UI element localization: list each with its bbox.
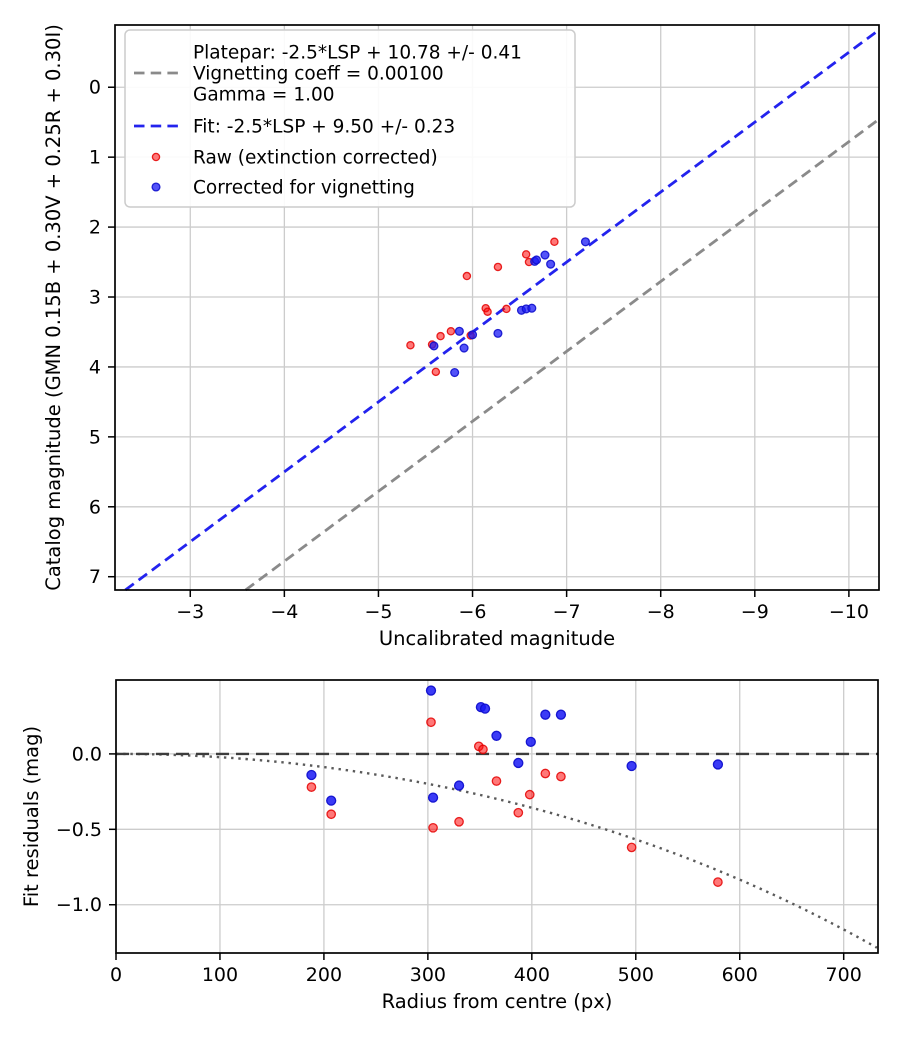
x-tick-label: −8 [647,601,675,623]
y-tick-label: 5 [89,426,101,448]
y-tick-label: 6 [89,496,101,518]
fit-residuals-plot: 0 100 200 300 400 500 600 700 0.0 −0.5 −1.0 Radius … [20,679,879,1013]
raw-point [446,327,456,336]
raw-point [524,789,535,800]
x-tick-label: 500 [618,964,654,986]
x-axis-label: Uncalibrated magnitude [379,627,615,650]
raw-point [556,771,566,782]
legend-label: Raw (extinction corrected) [193,148,438,169]
corrected-point [531,255,542,265]
corrected-point [626,760,637,772]
raw-point [426,717,436,728]
raw-point [428,822,438,833]
raw-point [406,341,415,350]
corrected-point [491,730,502,741]
fit-line [124,28,880,592]
y-tick-label: 3 [89,287,101,309]
x-tick-label: −6 [459,601,487,623]
y-tick-label: 1 [89,147,101,169]
legend: Platepar: -2.5*LSP + 10.78 +/- 0.41Vigne… [124,29,576,208]
legend-label: Vignetting coeff = 0.00100 [193,64,444,85]
legend-label: Fit: -2.5*LSP + 9.50 +/- 0.23 [193,117,455,138]
x-tick-label: 300 [410,964,446,986]
y-tick-label: 0.0 [72,743,102,765]
plot-border [114,24,880,591]
legend-label: Gamma = 1.00 [193,85,335,106]
corrected-point [580,237,590,247]
raw-point [493,262,503,272]
raw-point [306,782,317,792]
x-tick-label: 200 [306,964,342,986]
x-axis-label: Radius from centre (px) [382,990,613,1013]
corrected-point [527,303,537,313]
corrected-point [326,795,337,806]
corrected-point [425,685,437,696]
raw-point [502,304,511,314]
corrected-point [712,759,724,770]
magnitude-calibration-plot: −3 −4 −5 −6 −7 −8 −9 −10 0 1 2 3 4 5 6 7 Uncalibrated ma… [42,24,880,650]
x-tick-label: 0 [110,964,122,986]
raw-point [513,807,524,818]
legend-dot-handle [151,152,161,162]
x-tick-label: −10 [829,601,869,623]
corrected-point [450,367,460,378]
x-tick-label: −9 [741,601,769,623]
corrected-point [306,769,317,781]
y-tick-label: −1.0 [56,894,102,916]
corrected-point [427,792,439,803]
corrected-point [459,343,469,353]
x-tick-label: −5 [364,601,392,623]
legend-label: Platepar: -2.5*LSP + 10.78 +/- 0.41 [193,43,522,64]
y-axis-label: Fit residuals (mag) [20,726,43,907]
raw-point [431,367,441,377]
corrected-point [429,341,439,351]
x-tick-label: 400 [514,964,550,986]
x-tick-label: 600 [722,964,758,986]
legend-label: Corrected for vignetting [193,178,415,199]
corrected-point [540,709,551,720]
y-tick-label: 2 [89,217,101,239]
x-tick-label: −3 [176,601,204,623]
corrected-point [546,259,556,269]
corrected-point [467,330,478,340]
plot-border [115,679,879,954]
corrected-point [555,709,567,720]
corrected-point [493,328,503,338]
x-tick-label: −7 [553,601,581,623]
corrected-point [454,326,464,336]
y-tick-label: −0.5 [56,819,102,841]
corrected-point [525,736,536,747]
x-tick-label: 100 [202,964,238,986]
raw-point [454,816,464,827]
raw-point [462,271,472,281]
y-tick-label: 0 [89,77,101,99]
y-tick-label: 7 [89,566,101,588]
raw-point [436,331,445,341]
raw-point [550,237,559,247]
raw-point [483,307,492,316]
corrected-point [513,757,524,769]
y-tick-label: 4 [89,356,101,378]
raw-point [521,250,531,259]
raw-point [713,877,723,887]
corrected-point [453,780,465,791]
legend-box [124,29,576,208]
y-axis-label: Catalog magnitude (GMN 0.15B + 0.30V + 0… [42,24,65,591]
corrected-point [540,250,550,260]
raw-point [626,842,637,853]
raw-point [491,776,502,786]
corrected-point [479,703,491,714]
raw-point [478,744,488,755]
legend-dot-handle [151,182,161,192]
x-tick-label: −4 [270,601,298,623]
x-tick-label: 700 [826,964,862,986]
raw-point [540,768,551,779]
raw-point [326,809,337,820]
